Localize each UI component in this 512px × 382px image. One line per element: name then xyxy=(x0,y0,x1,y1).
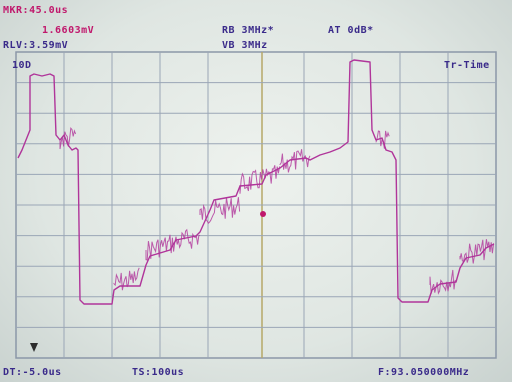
marker-dot xyxy=(260,211,266,217)
grid-horizontal-lines xyxy=(16,82,496,328)
ref-level-readout: RLV:3.59mV xyxy=(3,40,69,51)
marker-triangle-icon xyxy=(30,343,38,352)
vbw-readout: VB 3MHz xyxy=(222,40,268,51)
frequency-readout: F:93.050000MHz xyxy=(378,367,470,378)
delta-time-readout: DT:-5.0us xyxy=(3,367,62,378)
time-span-readout: TS:100us xyxy=(132,367,185,378)
signal-noise xyxy=(59,126,495,295)
mode-readout: Tr-Time xyxy=(444,60,490,71)
marker-level-readout: 1.6603mV xyxy=(42,25,95,36)
marker-time-readout: MKR:45.0us xyxy=(3,5,69,16)
scale-readout: 10D xyxy=(12,60,32,71)
rbw-readout: RB 3MHz* xyxy=(222,25,275,36)
signal-trace xyxy=(17,59,495,305)
attenuation-readout: AT 0dB* xyxy=(328,25,374,36)
